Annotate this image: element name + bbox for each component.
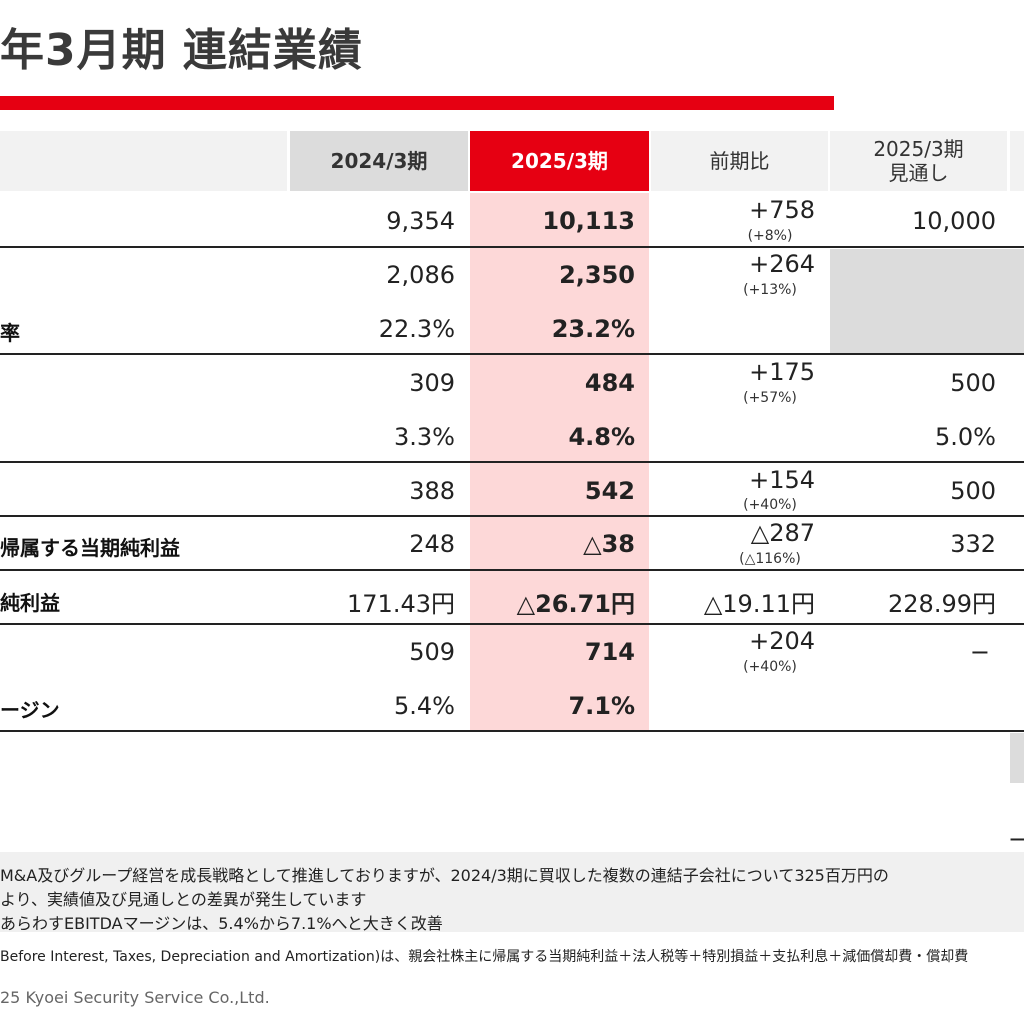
eps-forecast: 228.99円 bbox=[888, 590, 996, 618]
header-2025-label: 2025/3期 bbox=[511, 149, 608, 173]
gross-margin-2025: 23.2% bbox=[551, 315, 635, 343]
copyright: 25 Kyoei Security Service Co.,Ltd. bbox=[0, 988, 270, 1007]
ebitda-2024: 509 bbox=[409, 638, 455, 666]
op-margin-forecast: 5.0% bbox=[935, 423, 996, 451]
ebitda-diff-pct: (+40%) bbox=[743, 659, 797, 675]
row-divider bbox=[0, 730, 1024, 732]
op-forecast: 500 bbox=[950, 369, 996, 397]
header-2024: 2024/3期 bbox=[290, 131, 468, 191]
notes-box: M&A及びグループ経営を成長戦略として推進しておりますが、2024/3期に買収し… bbox=[0, 852, 1024, 933]
header-edge bbox=[1010, 131, 1024, 191]
net-diff: △287 bbox=[750, 519, 815, 547]
header-diff-label: 前期比 bbox=[709, 149, 770, 173]
net-diff-pct: (△116%) bbox=[739, 551, 801, 567]
edge-dash: − bbox=[1008, 825, 1024, 853]
edge-gray-box bbox=[1010, 733, 1024, 783]
header-forecast-line2: 見通し bbox=[888, 161, 949, 185]
sales-forecast: 10,000 bbox=[912, 207, 996, 235]
note-line-2: より、実績値及び見通しとの差異が発生しています bbox=[0, 890, 367, 909]
ebitda-margin-2025: 7.1% bbox=[568, 692, 635, 720]
op-margin-2024: 3.3% bbox=[394, 423, 455, 451]
ordinary-diff: +154 bbox=[749, 466, 815, 494]
page-title: 年3月期 連結業績 bbox=[0, 25, 363, 76]
gross-diff-pct: (+13%) bbox=[743, 282, 797, 298]
gross-2025: 2,350 bbox=[559, 261, 635, 289]
net-label: 帰属する当期純利益 bbox=[0, 536, 180, 560]
eps-2024: 171.43円 bbox=[347, 590, 455, 618]
op-diff-pct: (+57%) bbox=[743, 390, 797, 406]
ebitda-margin-2024: 5.4% bbox=[394, 692, 455, 720]
eps-label: 純利益 bbox=[0, 591, 60, 615]
ebitda-margin-label: ージン bbox=[0, 698, 60, 722]
ordinary-forecast: 500 bbox=[950, 477, 996, 505]
row-divider bbox=[0, 569, 1024, 571]
row-divider bbox=[0, 461, 1024, 463]
forecast-blank-gross bbox=[830, 249, 1024, 353]
ebitda-footnote: Before Interest, Taxes, Depreciation and… bbox=[0, 949, 969, 965]
ordinary-2024: 388 bbox=[409, 477, 455, 505]
net-2025: △38 bbox=[583, 530, 635, 558]
op-margin-2025: 4.8% bbox=[568, 423, 635, 451]
sales-2025: 10,113 bbox=[542, 207, 635, 235]
title-underline bbox=[0, 96, 834, 110]
ebitda-forecast: − bbox=[969, 638, 990, 666]
net-forecast: 332 bbox=[950, 530, 996, 558]
eps-2025: △26.71円 bbox=[516, 590, 635, 618]
op-2025: 484 bbox=[584, 369, 635, 397]
header-2025: 2025/3期 bbox=[470, 131, 649, 191]
ebitda-diff: +204 bbox=[749, 627, 815, 655]
row-divider bbox=[0, 353, 1024, 355]
eps-diff: △19.11円 bbox=[703, 590, 815, 618]
sales-diff: +758 bbox=[749, 196, 815, 224]
header-2024-label: 2024/3期 bbox=[330, 149, 428, 173]
ordinary-diff-pct: (+40%) bbox=[743, 497, 797, 513]
header-forecast: 2025/3期 見通し bbox=[830, 131, 1007, 191]
row-divider bbox=[0, 623, 1024, 625]
ordinary-2025: 542 bbox=[584, 477, 635, 505]
net-2024: 248 bbox=[409, 530, 455, 558]
note-line-1: M&A及びグループ経営を成長戦略として推進しておりますが、2024/3期に買収し… bbox=[0, 866, 889, 885]
sales-2024: 9,354 bbox=[386, 207, 455, 235]
gross-margin-2024: 22.3% bbox=[378, 315, 455, 343]
sales-diff-pct: (+8%) bbox=[747, 228, 793, 244]
gross-2024: 2,086 bbox=[386, 261, 455, 289]
header-forecast-line1: 2025/3期 bbox=[873, 137, 964, 161]
note-line-3: あらわすEBITDAマージンは、5.4%から7.1%へと大きく改善 bbox=[0, 914, 443, 933]
op-2024: 309 bbox=[409, 369, 455, 397]
row-divider bbox=[0, 515, 1024, 517]
row-divider bbox=[0, 246, 1024, 248]
header-label-cell bbox=[0, 131, 287, 191]
op-diff: +175 bbox=[749, 358, 815, 386]
gross-margin-label: 率 bbox=[0, 321, 20, 345]
gross-diff: +264 bbox=[749, 250, 815, 278]
header-diff: 前期比 bbox=[651, 131, 828, 191]
ebitda-2025: 714 bbox=[584, 638, 635, 666]
